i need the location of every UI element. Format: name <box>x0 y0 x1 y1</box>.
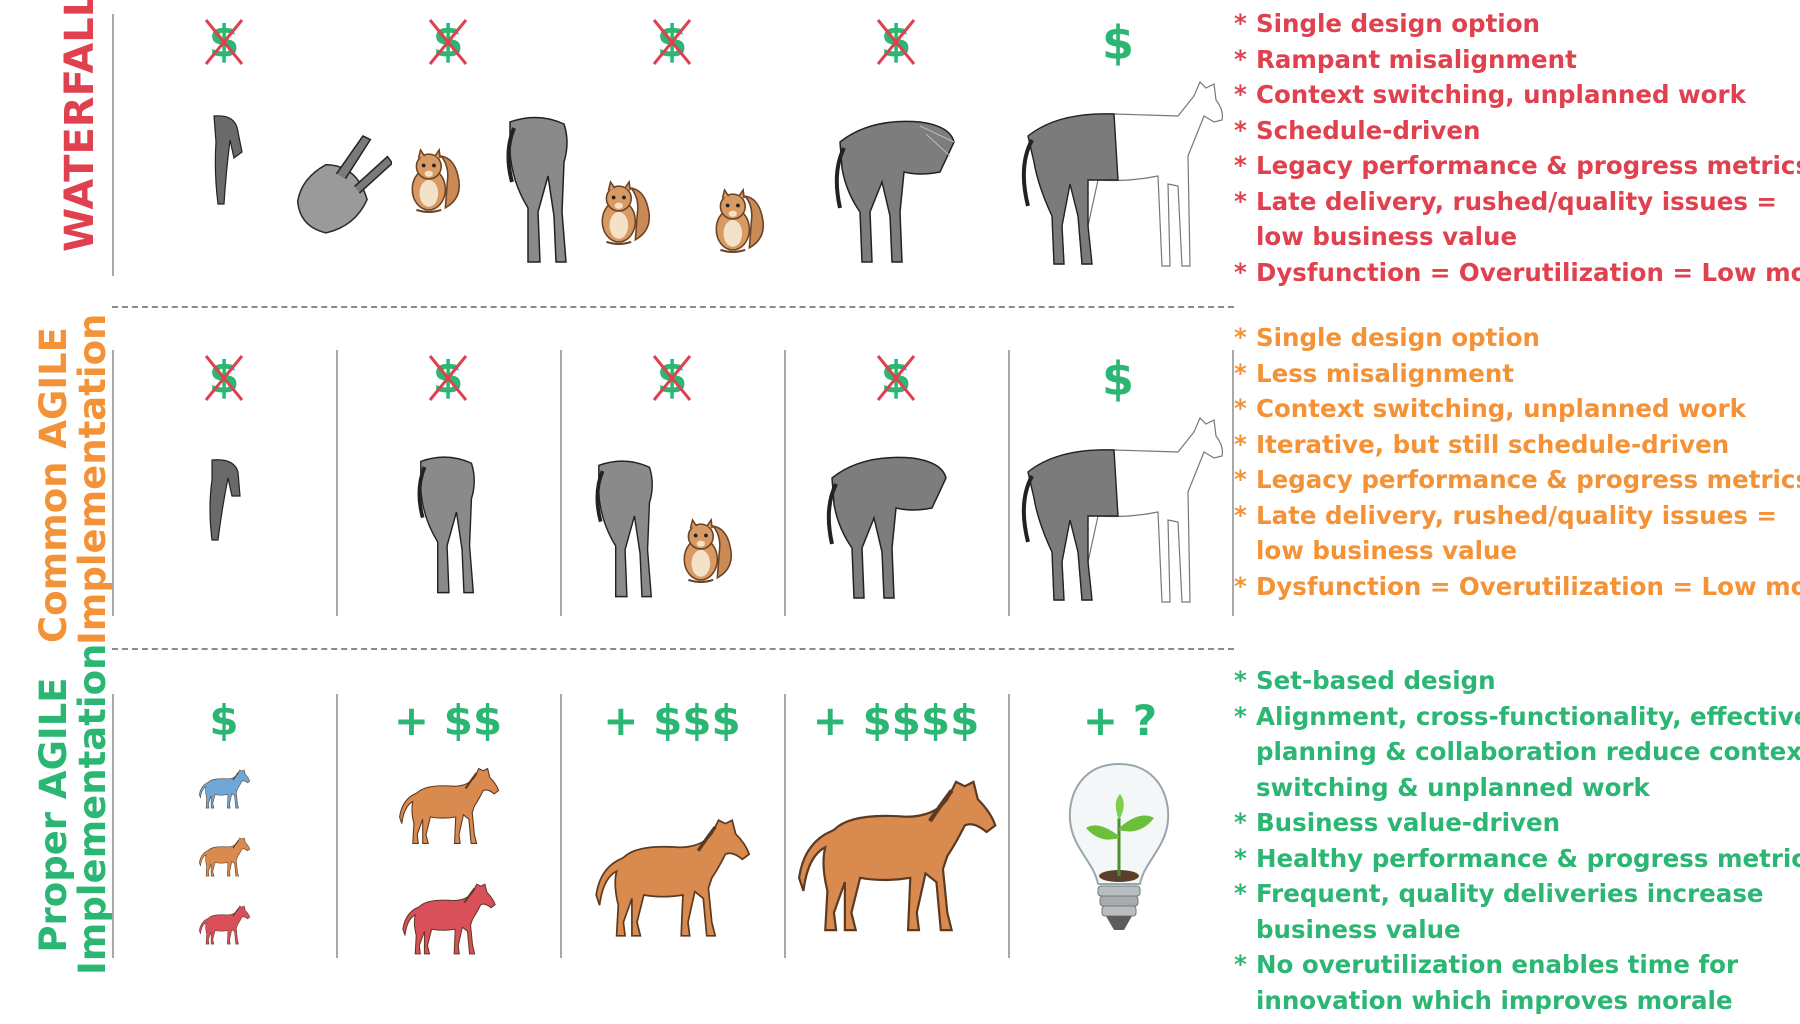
bullet-item: * Schedule-driven <box>1234 115 1481 145</box>
bullet-item: * Business value-driven <box>1234 808 1561 837</box>
crossed-dollar-icon: $ <box>650 14 694 70</box>
bullet-item: * Single design option <box>1234 9 1540 38</box>
bullet-item: *Dysfunction = Overutilization = Low mor… <box>1234 571 1800 601</box>
bullet-item: * Late delivery, rushed/quality issues = <box>1234 500 1777 530</box>
bullet-item: * Less misalignment <box>1234 358 1515 388</box>
common-col-divider <box>1232 350 1234 616</box>
squirrel-icon <box>676 506 738 598</box>
lightbulb-sprout-icon <box>1068 762 1170 930</box>
bullet-item: * Legacy performance & progress metrics <box>1234 151 1800 180</box>
horse-part-sketch <box>296 135 392 234</box>
common-col-divider <box>1008 350 1010 616</box>
common-col-divider <box>560 350 562 616</box>
proper-col-divider <box>1008 694 1010 958</box>
bullet-item: * Rampant misalignment <box>1234 44 1577 74</box>
crossed-dollar-icon: $ <box>874 350 918 406</box>
squirrel-icon <box>708 176 770 268</box>
money-value: + $$ <box>393 696 503 745</box>
bullet-item: * Alignment, cross-functionality, effecti… <box>1234 701 1800 731</box>
crossed-dollar-icon: $ <box>650 350 694 406</box>
horse-icon <box>196 834 252 880</box>
crossed-dollar-icon: $ <box>426 14 470 70</box>
crossed-dollar-icon: $ <box>426 350 470 406</box>
common-agile-bullets: * Single design option * Less misalignment… <box>1234 320 1800 604</box>
proper-col-divider <box>112 694 114 958</box>
dollar-icon: $ <box>1101 352 1134 406</box>
crossed-dollar-icon: $ <box>202 350 246 406</box>
common-col-divider <box>784 350 786 616</box>
bullet-item: business value <box>1256 914 1461 944</box>
proper-agile-bullets: * Set-based design * Alignment, cross-func… <box>1234 663 1800 1018</box>
horse-part-sketch <box>826 456 947 599</box>
bullet-item: low business value <box>1256 222 1518 251</box>
crossed-dollar-icon: $ <box>202 14 246 70</box>
money-value: + ? <box>1082 696 1158 745</box>
row-separator-1 <box>112 306 1234 308</box>
bullet-item: * Iterative, but still schedule-driven <box>1234 429 1730 459</box>
horse-icon <box>196 902 252 948</box>
horse-icon <box>586 800 756 956</box>
proper-col-divider <box>560 694 562 958</box>
proper-col-divider <box>336 694 338 958</box>
squirrel-icon <box>404 136 466 228</box>
bullet-item: * Single design option <box>1234 323 1540 352</box>
bullet-item: * Frequent, quality deliveries increase <box>1234 879 1764 908</box>
money-value: + $$$$ <box>812 696 980 745</box>
horse-sketch-incomplete <box>1021 416 1223 603</box>
horse-icon <box>786 756 1004 956</box>
bullet-item: *Dysfunction = Overutilization = Low mor… <box>1234 257 1800 287</box>
proper-col-divider <box>784 694 786 958</box>
bullet-item: * Context switching, unplanned work <box>1234 394 1746 423</box>
bullet-item: innovation which improves morale <box>1256 985 1733 1015</box>
waterfall-label: WATERFALL <box>57 0 103 252</box>
waterfall-divider <box>112 14 114 276</box>
crossed-dollar-icon: $ <box>874 14 918 70</box>
squirrel-icon <box>594 168 656 260</box>
dollar-icon: $ <box>1101 16 1134 70</box>
money-value: + $$$ <box>603 696 741 745</box>
horse-sketch-incomplete <box>1021 80 1223 267</box>
bullet-item: switching & unplanned work <box>1256 772 1650 802</box>
row-separator-2 <box>112 648 1234 650</box>
money-value: $ <box>209 696 239 745</box>
horse-part-sketch <box>595 460 653 598</box>
bullet-item: * No overutilization enables time for <box>1234 950 1739 979</box>
bullet-item: * Healthy performance & progress metrics <box>1234 843 1800 873</box>
horse-icon <box>392 762 504 850</box>
bullet-item: * Set-based design <box>1234 666 1496 695</box>
horse-part-sketch <box>417 456 475 594</box>
bullet-item: * Late delivery, rushed/quality issues = <box>1234 186 1777 216</box>
horse-part-sketch <box>209 459 241 541</box>
bullet-item: low business value <box>1256 536 1518 565</box>
bullet-item: * Legacy performance & progress metrics <box>1234 465 1800 494</box>
horse-part-sketch <box>834 120 955 263</box>
common-col-divider <box>336 350 338 616</box>
horse-icon <box>196 766 252 812</box>
common-col-divider <box>112 350 114 616</box>
horse-part-sketch <box>506 116 568 263</box>
bullet-item: planning & collaboration reduce context <box>1256 737 1800 766</box>
horse-part-sketch <box>213 115 243 205</box>
horse-icon <box>392 878 504 960</box>
bullet-item: * Context switching, unplanned work <box>1234 80 1746 109</box>
waterfall-bullets: * Single design option * Rampant misalignm… <box>1234 6 1800 290</box>
